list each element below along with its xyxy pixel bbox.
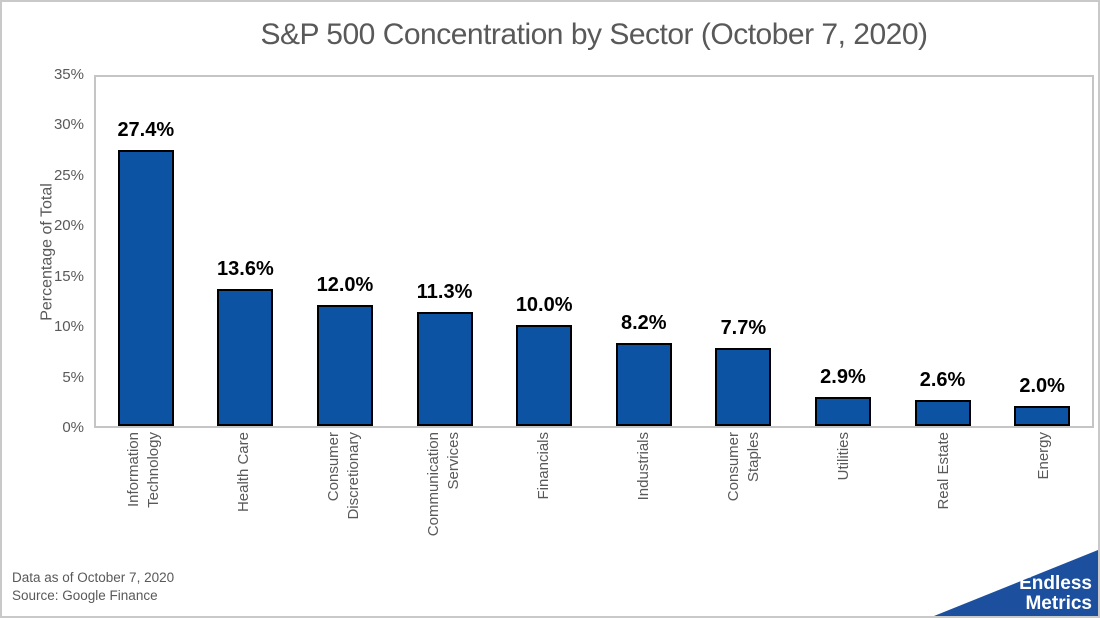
x-tick-label-consumer-discretionary: Consumer Discretionary: [324, 432, 364, 590]
y-tick-label: 10%: [53, 318, 84, 336]
bar-column: 2.6%: [893, 77, 993, 426]
bar-value-label: 27.4%: [117, 119, 175, 141]
x-label-cell: Consumer Staples: [694, 430, 794, 592]
x-tick-line: Financials: [535, 432, 552, 500]
x-tick-label-consumer-staples: Consumer Staples: [724, 432, 764, 590]
y-tick-label: 30%: [53, 116, 84, 134]
x-label-cell: Financials: [494, 430, 594, 592]
x-label-cell: Communication Services: [394, 430, 494, 592]
x-tick-line: Consumer: [325, 432, 342, 502]
bar-column: 2.9%: [793, 77, 893, 426]
x-tick-line: Consumer: [725, 432, 742, 502]
logo-text-line1: Endless: [1019, 573, 1092, 594]
bar-consumer-staples: [715, 348, 772, 426]
chart-title: S&P 500 Concentration by Sector (October…: [260, 18, 928, 51]
bar-value-label: 10.0%: [515, 294, 573, 316]
y-tick-label: 20%: [53, 217, 84, 235]
footer: Data as of October 7, 2020 Source: Googl…: [12, 569, 174, 604]
x-tick-line: Utilities: [835, 432, 852, 481]
x-tick-label-financials: Financials: [534, 432, 554, 590]
bar-value-label: 7.7%: [720, 317, 767, 339]
bar-value-label: 2.9%: [820, 366, 866, 388]
bar-industrials: [615, 343, 672, 426]
bar-value-label: 8.2%: [620, 312, 667, 334]
logo-text: Endless Metrics: [1019, 574, 1092, 613]
bar-value-label: 2.0%: [1019, 375, 1065, 397]
x-tick-label-communication-services: Communication Services: [424, 432, 464, 590]
bar-column: 12.0%: [295, 77, 395, 426]
footer-source: Source: Google Finance: [12, 587, 158, 603]
bar-consumer-discretionary: [316, 305, 373, 426]
bar-column: 27.4%: [96, 77, 196, 426]
bar-energy: [1014, 406, 1071, 426]
x-tick-line: Discretionary: [345, 432, 362, 520]
bar-column: 11.3%: [395, 77, 495, 426]
y-tick-label: 25%: [53, 166, 84, 184]
x-tick-label-information-technology: Information Technology: [124, 432, 164, 590]
bar-value-label: 11.3%: [416, 281, 473, 303]
x-tick-label-industrials: Industrials: [634, 432, 654, 590]
logo-triangle-icon: [934, 550, 1098, 616]
x-label-cell: Information Technology: [94, 430, 194, 592]
bar-value-label: 12.0%: [316, 274, 374, 296]
x-tick-line: Information: [125, 432, 142, 508]
footer-data-as-of: Data as of October 7, 2020: [12, 570, 175, 585]
bar-column: 2.0%: [992, 77, 1092, 426]
x-tick-line: Technology: [145, 432, 162, 508]
bar-column: 8.2%: [594, 77, 694, 426]
bar-health-care: [217, 289, 274, 426]
y-tick-label: 15%: [53, 267, 84, 285]
x-label-cell: Industrials: [594, 430, 694, 592]
x-tick-line: Staples: [745, 432, 762, 483]
x-label-cell: Health Care: [194, 430, 294, 592]
x-tick-line: Communication: [425, 432, 442, 537]
bar-information-technology: [117, 150, 174, 426]
y-axis-ticks: 0% 5% 10% 15% 20% 25% 30% 35%: [16, 66, 84, 436]
logo: Endless Metrics: [934, 550, 1098, 616]
bar-financials: [516, 325, 573, 426]
bar-value-label: 2.6%: [919, 369, 966, 391]
x-tick-line: Health Care: [235, 432, 252, 513]
bar-utilities: [814, 397, 871, 426]
x-tick-label-utilities: Utilities: [834, 432, 854, 590]
logo-triangle-shape: [934, 550, 1098, 616]
y-tick-label: 5%: [62, 368, 84, 386]
logo-text-line2: Metrics: [1025, 592, 1092, 614]
x-tick-line: Industrials: [635, 432, 652, 501]
bar-real-estate: [914, 400, 971, 426]
bar-column: 13.6%: [196, 77, 296, 426]
plot-area: 27.4% 13.6% 12.0% 11.3% 10.0% 8.2% 7.7% 2.9% 2.6…: [94, 75, 1094, 428]
bar-column: 7.7%: [694, 77, 794, 426]
x-tick-line: Services: [445, 432, 462, 490]
x-label-cell: Consumer Discretionary: [294, 430, 394, 592]
y-tick-label: 0%: [62, 419, 84, 436]
bar-communication-services: [416, 312, 473, 426]
y-tick-label: 35%: [53, 66, 84, 83]
bars-row: 27.4% 13.6% 12.0% 11.3% 10.0% 8.2% 7.7% 2.9% 2.6…: [96, 77, 1092, 426]
x-tick-label-health-care: Health Care: [234, 432, 254, 590]
x-label-cell: Utilities: [794, 430, 894, 592]
bar-value-label: 13.6%: [217, 258, 274, 280]
bar-column: 10.0%: [494, 77, 594, 426]
